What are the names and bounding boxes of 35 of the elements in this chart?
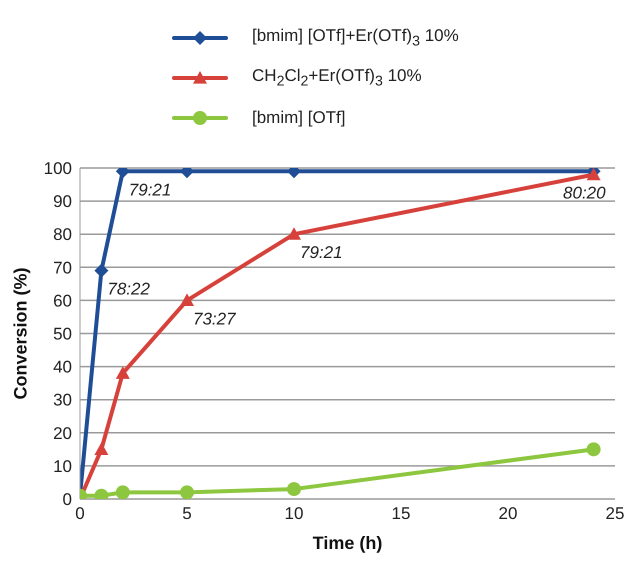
legend-label: [bmim] [OTf]+Er(OTf)$_{3}$ 10% [252,26,459,50]
x-tick-label: 20 [498,504,518,524]
x-tick-label: 25 [606,504,624,524]
y-tick-label: 30 [53,390,72,410]
point [94,442,108,455]
annotation: 73:27 [193,309,236,328]
y-tick-label: 70 [53,258,72,278]
x-tick-label: 15 [392,504,410,524]
point [180,293,194,306]
point [116,485,130,499]
annotation: 80:20 [563,184,606,203]
y-tick-label: 60 [53,291,72,310]
y-tick-label: 20 [53,424,72,443]
x-tick-label: 5 [182,504,192,524]
y-tick-label: 100 [44,159,72,178]
annotation: 79:21 [128,180,172,200]
point [287,482,301,496]
annotation: 78:22 [107,280,150,299]
y-tick-label: 80 [53,225,72,244]
x-axis-title: Time (h) [312,533,382,553]
point [116,366,130,379]
x-tick-label: 0 [75,504,85,524]
y-tick-label: 10 [53,456,72,476]
legend-label: [bmim] [OTf] [252,108,346,128]
annotation: 79:21 [300,243,343,262]
y-tick-label: 0 [62,490,72,510]
point [180,485,194,499]
x-tick-label: 10 [284,504,304,524]
y-tick-label: 90 [53,192,72,212]
y-tick-label: 40 [53,358,72,377]
legend-label: CH$_{2}$Cl$_{2}$+Er(OTf)$_{3}$ 10% [252,66,422,90]
y-axis-title: Conversion (%) [10,267,30,400]
point [586,442,601,456]
point [94,264,108,278]
y-tick-label: 50 [53,324,72,344]
